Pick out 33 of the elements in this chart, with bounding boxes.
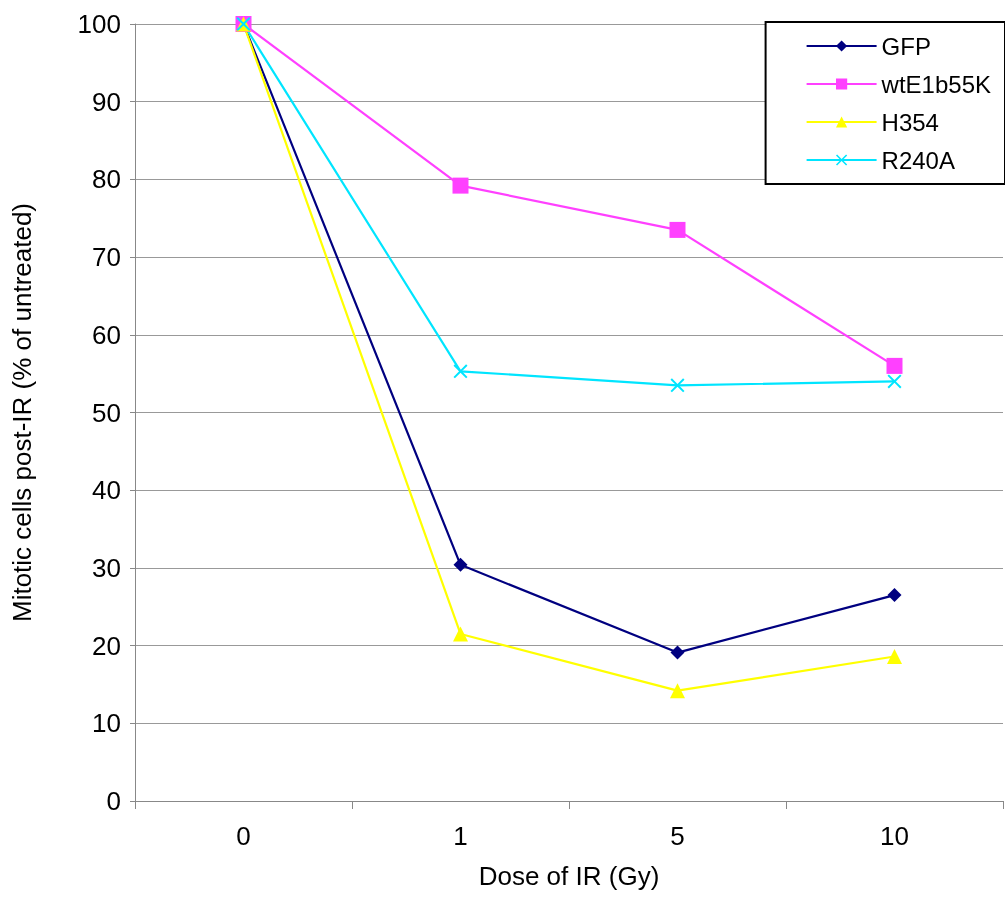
point xyxy=(887,588,902,603)
x-tick-label: 10 xyxy=(880,821,909,851)
point xyxy=(670,645,685,660)
y-tick-label: 30 xyxy=(92,552,121,583)
point xyxy=(670,378,685,393)
y-tick-label: 90 xyxy=(92,86,121,117)
x-tick-label: 1 xyxy=(453,821,468,851)
point xyxy=(887,374,902,389)
legend-label: H354 xyxy=(881,108,939,136)
x-tick-label: 0 xyxy=(236,821,251,851)
y-tick-label: 20 xyxy=(92,630,121,661)
x-axis-title: Dose of IR (Gy) xyxy=(478,861,660,891)
x-tick-label: 5 xyxy=(670,821,685,851)
legend-label: GFP xyxy=(881,32,931,60)
point xyxy=(887,648,902,664)
y-tick-label: 80 xyxy=(92,164,121,195)
point xyxy=(886,357,903,374)
y-tick-label: 70 xyxy=(92,242,121,273)
y-axis-title: Mitotic cells post-IR (% of untreated) xyxy=(7,202,37,623)
point xyxy=(670,683,685,699)
point xyxy=(452,177,469,194)
y-tick-label: 60 xyxy=(92,319,121,350)
legend-label: wtE1b55K xyxy=(880,70,991,98)
y-tick-label: 40 xyxy=(92,475,121,506)
point xyxy=(669,221,686,238)
y-tick-label: 100 xyxy=(77,9,121,39)
y-tick-label: 0 xyxy=(106,786,121,816)
point xyxy=(453,626,468,642)
legend-label: R240A xyxy=(881,146,955,174)
point xyxy=(453,557,468,572)
y-tick-label: 50 xyxy=(92,397,121,428)
y-tick-label: 10 xyxy=(92,708,121,739)
point xyxy=(453,364,468,379)
